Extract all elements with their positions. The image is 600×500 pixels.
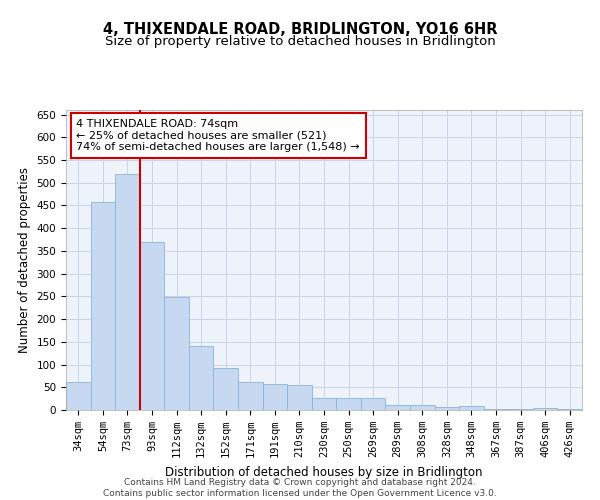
Bar (484, 408, 508, 410)
Bar (140, 242, 164, 410)
Bar (164, 298, 189, 410)
Bar (533, 408, 557, 410)
Bar (238, 382, 263, 410)
Bar (434, 407, 459, 410)
Text: 4 THIXENDALE ROAD: 74sqm
← 25% of detached houses are smaller (521)
74% of semi-: 4 THIXENDALE ROAD: 74sqm ← 25% of detach… (76, 119, 360, 152)
Bar (312, 398, 336, 410)
Text: Size of property relative to detached houses in Bridlington: Size of property relative to detached ho… (104, 35, 496, 48)
Y-axis label: Number of detached properties: Number of detached properties (18, 167, 31, 353)
Bar (459, 406, 484, 410)
Bar (66, 382, 91, 410)
Text: 4, THIXENDALE ROAD, BRIDLINGTON, YO16 6HR: 4, THIXENDALE ROAD, BRIDLINGTON, YO16 6H… (103, 22, 497, 38)
Bar (508, 408, 533, 410)
Bar (287, 385, 312, 410)
Bar (336, 398, 361, 410)
Bar (189, 346, 214, 410)
Bar (410, 405, 434, 410)
Bar (115, 174, 140, 410)
Bar (263, 384, 287, 410)
Bar (361, 398, 385, 410)
X-axis label: Distribution of detached houses by size in Bridlington: Distribution of detached houses by size … (165, 466, 483, 478)
Bar (214, 368, 238, 410)
Bar (385, 405, 410, 410)
Bar (557, 408, 582, 410)
Text: Contains HM Land Registry data © Crown copyright and database right 2024.
Contai: Contains HM Land Registry data © Crown c… (103, 478, 497, 498)
Bar (91, 202, 115, 410)
